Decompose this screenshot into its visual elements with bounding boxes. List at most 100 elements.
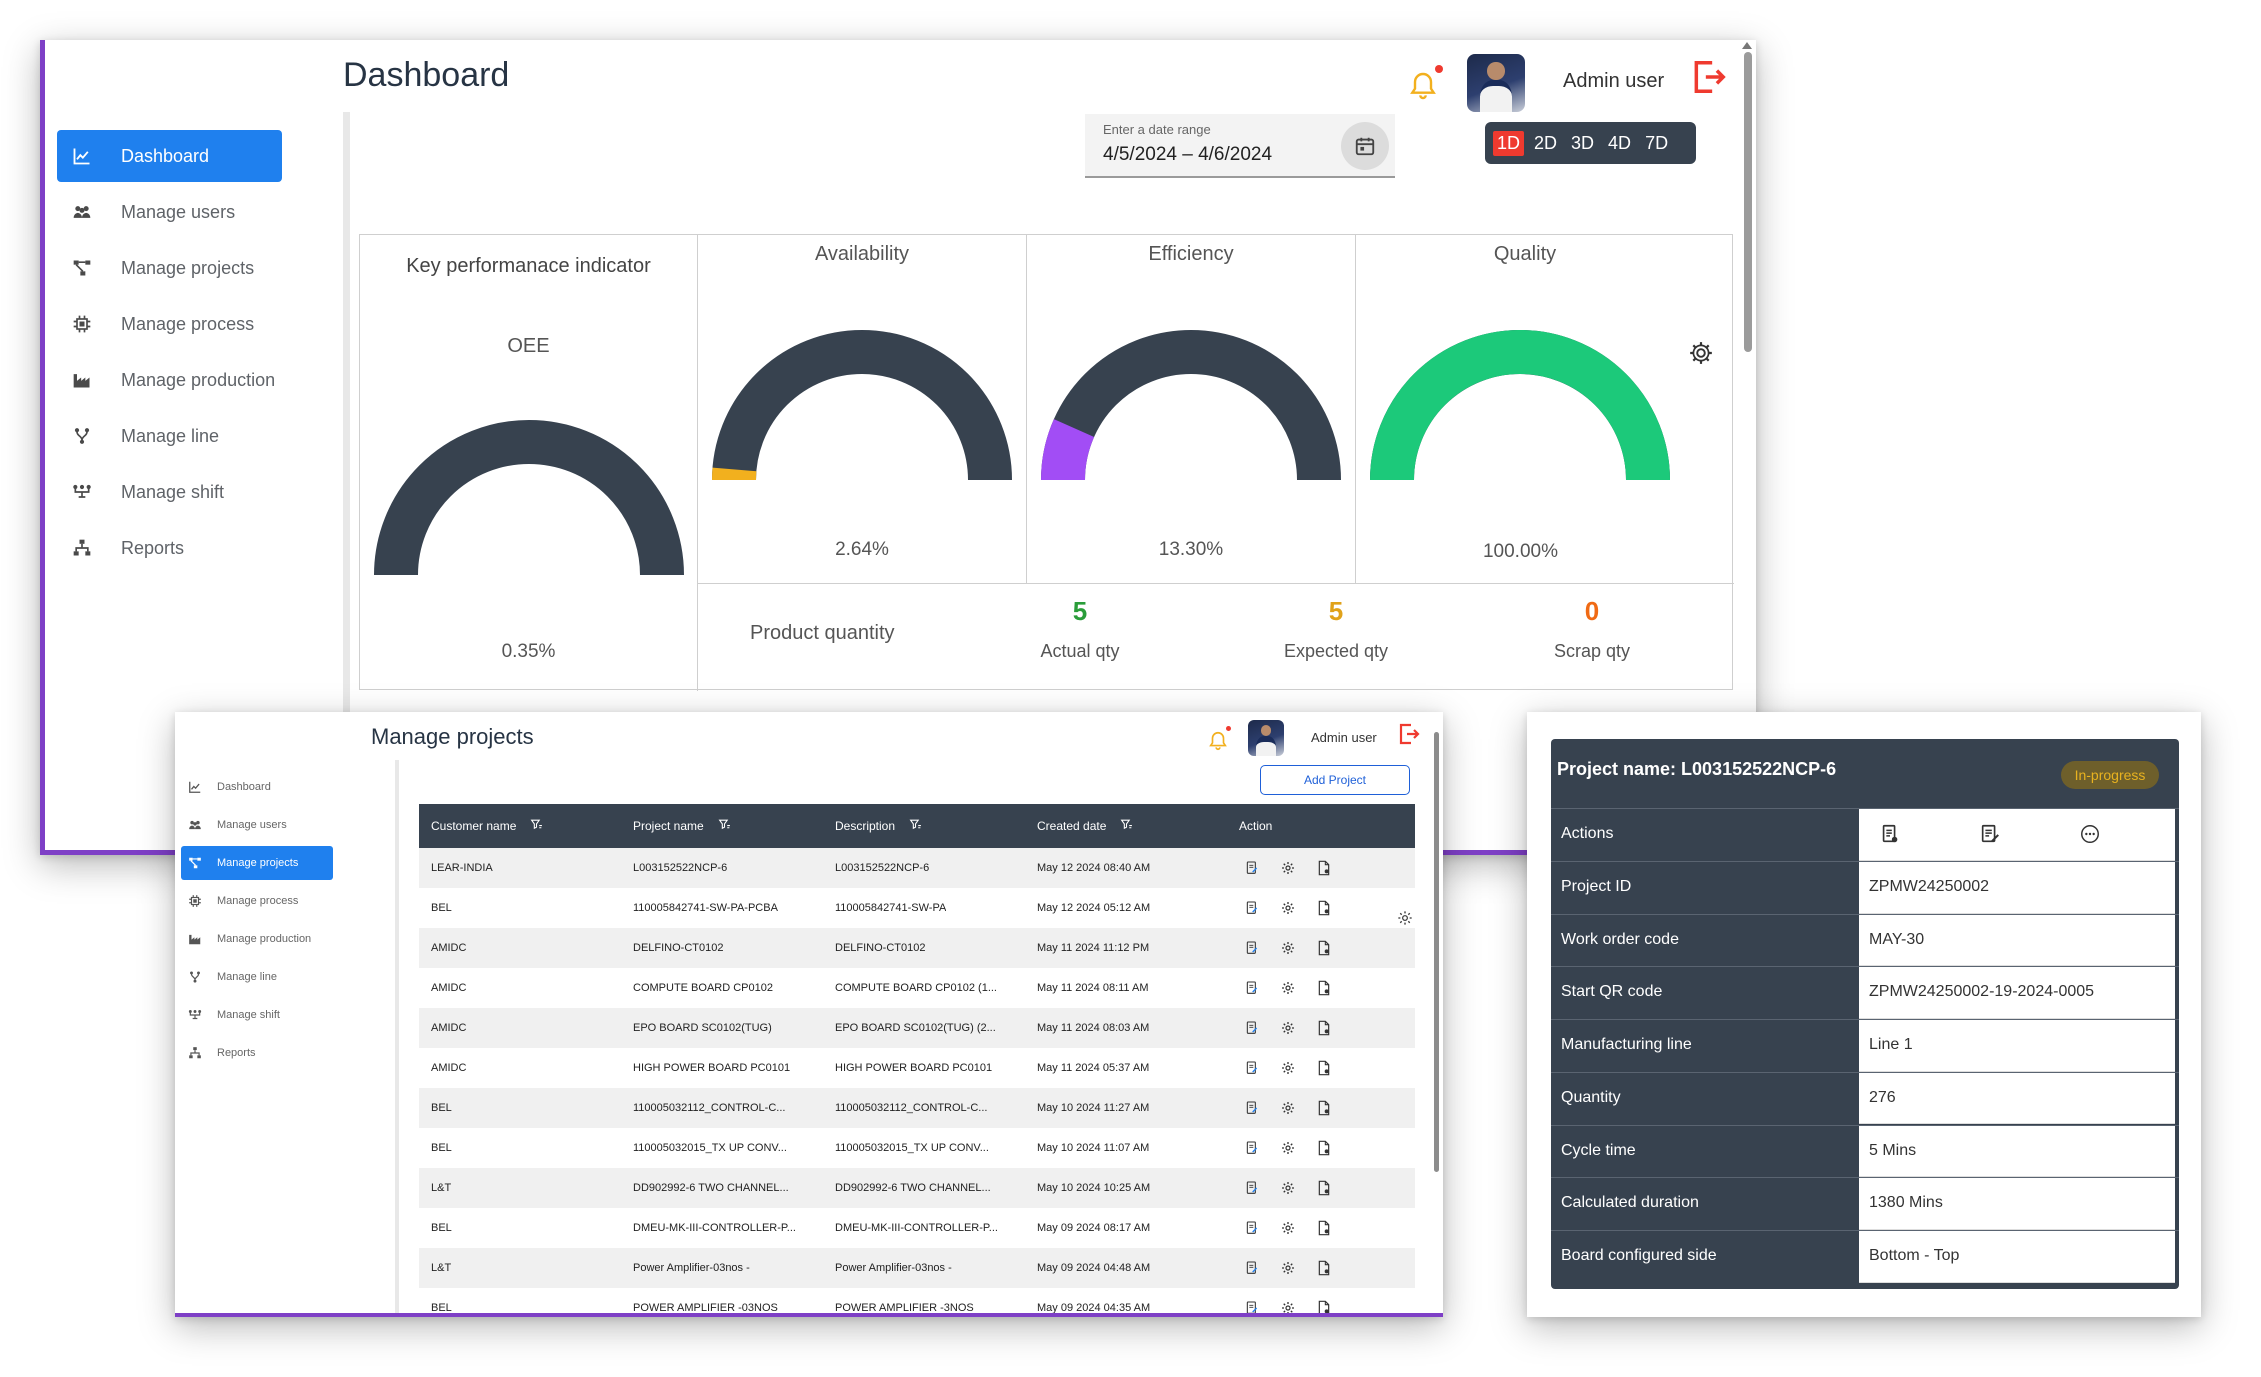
- settings-cog-icon[interactable]: [1280, 980, 1296, 996]
- settings-cog-icon[interactable]: [1280, 1100, 1296, 1116]
- table-row[interactable]: AMIDC HIGH POWER BOARD PC0101 HIGH POWER B…: [419, 1048, 1415, 1088]
- table-row[interactable]: BEL 110005032112_CONTROL-C... 110005032112…: [419, 1088, 1415, 1128]
- edit-document-icon[interactable]: [1979, 823, 2001, 845]
- view-icon[interactable]: [1244, 900, 1260, 916]
- document-icon[interactable]: [1316, 980, 1332, 996]
- table-row[interactable]: BEL DMEU-MK-III-CONTROLLER-P... DMEU-MK-II…: [419, 1208, 1415, 1248]
- range-button-7d[interactable]: 7D: [1645, 132, 1669, 153]
- column-header-created-date[interactable]: Created date: [1037, 818, 1133, 834]
- column-header-action[interactable]: Action: [1239, 819, 1272, 833]
- view-icon[interactable]: [1244, 980, 1260, 996]
- settings-cog-icon[interactable]: [1280, 860, 1296, 876]
- sidebar-item-reports[interactable]: Reports: [57, 522, 342, 574]
- document-icon[interactable]: [1316, 900, 1332, 916]
- view-icon[interactable]: [1244, 1020, 1260, 1036]
- calendar-button[interactable]: [1341, 122, 1389, 170]
- sidebar-item-manage-line[interactable]: Manage line: [57, 410, 342, 462]
- settings-cog-icon[interactable]: [1280, 1180, 1296, 1196]
- view-icon[interactable]: [1244, 1100, 1260, 1116]
- sidebar-item-manage-users[interactable]: Manage users: [181, 808, 331, 842]
- sidebar-item-dashboard[interactable]: Dashboard: [181, 770, 331, 804]
- range-button-2d[interactable]: 2D: [1534, 132, 1558, 153]
- view-icon[interactable]: [1244, 940, 1260, 956]
- avatar[interactable]: [1467, 54, 1525, 112]
- document-icon[interactable]: [1316, 1020, 1332, 1036]
- sidebar-item-reports[interactable]: Reports: [181, 1036, 331, 1070]
- settings-cog-icon[interactable]: [1280, 1300, 1296, 1313]
- range-button-4d[interactable]: 4D: [1608, 132, 1632, 153]
- filter-icon[interactable]: [1120, 818, 1133, 834]
- sidebar-item-manage-production[interactable]: Manage production: [57, 354, 342, 406]
- table-row[interactable]: AMIDC DELFINO-CT0102 DELFINO-CT0102 May 11 …: [419, 928, 1415, 968]
- notification-dot: [1226, 726, 1231, 731]
- view-document-icon[interactable]: [1879, 823, 1901, 845]
- table-row[interactable]: LEAR-INDIA L003152522NCP-6 L003152522NCP-6…: [419, 848, 1415, 888]
- table-row[interactable]: AMIDC EPO BOARD SC0102(TUG) EPO BOARD SC01…: [419, 1008, 1415, 1048]
- logout-icon[interactable]: [1690, 58, 1728, 96]
- document-icon[interactable]: [1316, 1220, 1332, 1236]
- document-icon[interactable]: [1316, 860, 1332, 876]
- filter-icon[interactable]: [718, 818, 731, 834]
- date-range-value[interactable]: 4/5/2024 – 4/6/2024: [1103, 144, 1273, 165]
- sidebar-item-manage-process[interactable]: Manage process: [57, 298, 342, 350]
- filter-icon[interactable]: [909, 818, 922, 834]
- scroll-up-arrow[interactable]: [1742, 42, 1752, 49]
- view-icon[interactable]: [1244, 1300, 1260, 1313]
- document-icon[interactable]: [1316, 940, 1332, 956]
- view-icon[interactable]: [1244, 1140, 1260, 1156]
- logout-icon[interactable]: [1397, 722, 1421, 746]
- sidebar-item-manage-projects[interactable]: Manage projects: [181, 846, 333, 880]
- settings-cog-icon[interactable]: [1280, 1060, 1296, 1076]
- column-header-project-name[interactable]: Project name: [633, 818, 731, 834]
- notification-bell-icon[interactable]: [1407, 70, 1439, 102]
- table-row[interactable]: BEL 110005032015_TX UP CONV... 11000503201…: [419, 1128, 1415, 1168]
- range-button-3d[interactable]: 3D: [1571, 132, 1595, 153]
- settings-cog-icon[interactable]: [1280, 1020, 1296, 1036]
- settings-cog-icon[interactable]: [1280, 940, 1296, 956]
- gear-icon[interactable]: [1688, 340, 1714, 366]
- view-icon[interactable]: [1244, 1180, 1260, 1196]
- more-options-icon[interactable]: [2079, 823, 2101, 845]
- settings-cog-icon[interactable]: [1280, 1140, 1296, 1156]
- sidebar-item-manage-process[interactable]: Manage process: [181, 884, 331, 918]
- sidebar-item-dashboard[interactable]: Dashboard: [57, 130, 282, 182]
- cell-project: DD902992-6 TWO CHANNEL...: [633, 1182, 789, 1194]
- notification-bell-icon[interactable]: [1207, 730, 1229, 752]
- filter-icon[interactable]: [530, 818, 543, 834]
- vertical-scrollbar[interactable]: [1744, 52, 1752, 352]
- table-row[interactable]: AMIDC COMPUTE BOARD CP0102 COMPUTE BOARD C…: [419, 968, 1415, 1008]
- view-icon[interactable]: [1244, 1220, 1260, 1236]
- add-project-button[interactable]: Add Project: [1260, 765, 1410, 795]
- cell-customer: BEL: [431, 1102, 452, 1114]
- sidebar-item-manage-users[interactable]: Manage users: [57, 186, 342, 238]
- view-icon[interactable]: [1244, 860, 1260, 876]
- document-icon[interactable]: [1316, 1300, 1332, 1313]
- sidebar-item-manage-line[interactable]: Manage line: [181, 960, 331, 994]
- range-button-1d[interactable]: 1D: [1493, 130, 1525, 156]
- settings-cog-icon[interactable]: [1280, 900, 1296, 916]
- document-icon[interactable]: [1316, 1180, 1332, 1196]
- document-icon[interactable]: [1316, 1260, 1332, 1276]
- document-icon[interactable]: [1316, 1100, 1332, 1116]
- settings-cog-icon[interactable]: [1280, 1220, 1296, 1236]
- table-row[interactable]: BEL 110005842741-SW-PA-PCBA 110005842741-S…: [419, 888, 1415, 928]
- vertical-scrollbar[interactable]: [1434, 732, 1439, 1172]
- sidebar-item-manage-projects[interactable]: Manage projects: [57, 242, 342, 294]
- view-icon[interactable]: [1244, 1060, 1260, 1076]
- gear-icon[interactable]: [1397, 910, 1413, 926]
- sidebar-item-manage-shift[interactable]: Manage shift: [57, 466, 342, 518]
- avatar[interactable]: [1248, 720, 1284, 756]
- sidebar-item-manage-shift[interactable]: Manage shift: [181, 998, 331, 1032]
- date-range-field[interactable]: Enter a date range 4/5/2024 – 4/6/2024: [1085, 114, 1395, 178]
- settings-cog-icon[interactable]: [1280, 1260, 1296, 1276]
- table-row[interactable]: L&T DD902992-6 TWO CHANNEL... DD902992-6 T…: [419, 1168, 1415, 1208]
- table-row[interactable]: L&T Power Amplifier-03nos - Power Amplifie…: [419, 1248, 1415, 1288]
- view-icon[interactable]: [1244, 1260, 1260, 1276]
- column-header-customer-name[interactable]: Customer name: [431, 818, 543, 834]
- sidebar-item-manage-production[interactable]: Manage production: [181, 922, 331, 956]
- document-icon[interactable]: [1316, 1060, 1332, 1076]
- column-header-label: Created date: [1037, 819, 1107, 833]
- table-row[interactable]: BEL POWER AMPLIFIER -03NOS POWER AMPLIFIER…: [419, 1288, 1415, 1313]
- column-header-description[interactable]: Description: [835, 818, 922, 834]
- document-icon[interactable]: [1316, 1140, 1332, 1156]
